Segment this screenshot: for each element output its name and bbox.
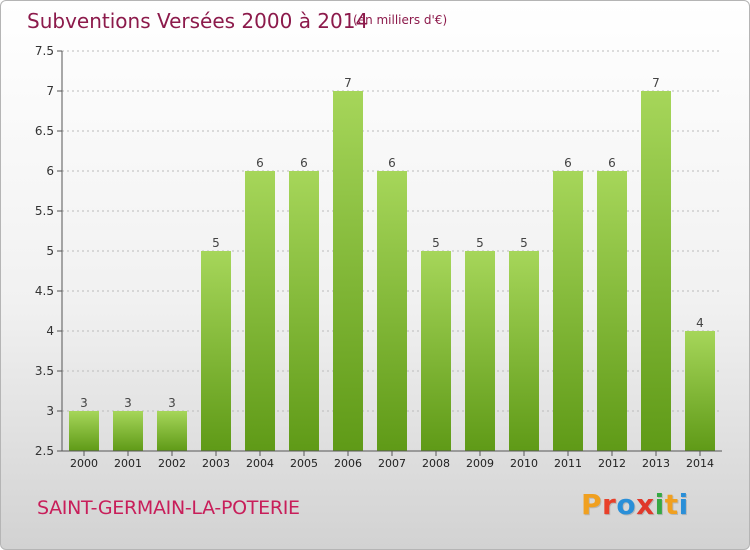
bar bbox=[421, 251, 451, 451]
bar bbox=[553, 171, 583, 451]
labels: 2.5 3 3.5 4 4.5 5 5.5 6 6.5 7 7.5 3 2000 3 2001 3 2002 5 2… bbox=[35, 44, 714, 470]
x-tick-label: 2008 bbox=[422, 457, 450, 470]
data-label: 5 bbox=[212, 236, 220, 250]
proxiti-logo-letter: i bbox=[654, 488, 665, 521]
bar bbox=[69, 411, 99, 451]
proxiti-logo-letter: P bbox=[581, 488, 603, 521]
data-label: 6 bbox=[300, 156, 308, 170]
bar bbox=[465, 251, 495, 451]
x-tick-label: 2005 bbox=[290, 457, 318, 470]
data-label: 5 bbox=[432, 236, 440, 250]
data-label: 3 bbox=[124, 396, 132, 410]
y-tick-label: 5 bbox=[46, 244, 54, 258]
y-tick-label: 4 bbox=[46, 324, 54, 338]
proxiti-logo-letter: o bbox=[616, 488, 637, 521]
bar bbox=[597, 171, 627, 451]
y-tick-label: 5.5 bbox=[35, 204, 54, 218]
x-tick-label: 2012 bbox=[598, 457, 626, 470]
bar bbox=[377, 171, 407, 451]
x-tick-label: 2014 bbox=[686, 457, 714, 470]
proxiti-logo-letter: x bbox=[636, 488, 655, 521]
y-tick-label: 7.5 bbox=[35, 44, 54, 58]
x-tick-label: 2000 bbox=[70, 457, 98, 470]
y-tick-label: 3.5 bbox=[35, 364, 54, 378]
x-tick-label: 2003 bbox=[202, 457, 230, 470]
x-tick-label: 2001 bbox=[114, 457, 142, 470]
x-tick-label: 2013 bbox=[642, 457, 670, 470]
y-tick-label: 7 bbox=[46, 84, 54, 98]
data-label: 4 bbox=[696, 316, 704, 330]
axes bbox=[57, 50, 722, 456]
x-tick-label: 2009 bbox=[466, 457, 494, 470]
proxiti-logo-letter: t bbox=[664, 488, 679, 521]
data-label: 5 bbox=[476, 236, 484, 250]
bar bbox=[201, 251, 231, 451]
x-tick-label: 2002 bbox=[158, 457, 186, 470]
bar bbox=[113, 411, 143, 451]
data-label: 7 bbox=[652, 76, 660, 90]
bar bbox=[245, 171, 275, 451]
x-tick-label: 2007 bbox=[378, 457, 406, 470]
proxiti-logo-letter: i bbox=[678, 488, 689, 521]
data-label: 3 bbox=[168, 396, 176, 410]
data-label: 6 bbox=[388, 156, 396, 170]
x-tick-label: 2006 bbox=[334, 457, 362, 470]
bar bbox=[685, 331, 715, 451]
x-tick-label: 2010 bbox=[510, 457, 538, 470]
y-tick-label: 3 bbox=[46, 404, 54, 418]
y-tick-label: 2.5 bbox=[35, 444, 54, 458]
data-label: 3 bbox=[80, 396, 88, 410]
chart-subtitle: (en milliers d'€) bbox=[353, 13, 448, 27]
x-tick-label: 2004 bbox=[246, 457, 274, 470]
data-label: 6 bbox=[564, 156, 572, 170]
data-label: 5 bbox=[520, 236, 528, 250]
bar bbox=[509, 251, 539, 451]
data-label: 6 bbox=[256, 156, 264, 170]
chart-title: Subventions Versées 2000 à 2014 bbox=[27, 9, 369, 33]
bar bbox=[289, 171, 319, 451]
y-tick-label: 4.5 bbox=[35, 284, 54, 298]
data-label: 7 bbox=[344, 76, 352, 90]
commune-name: SAINT-GERMAIN-LA-POTERIE bbox=[37, 497, 300, 519]
bar bbox=[157, 411, 187, 451]
y-tick-label: 6 bbox=[46, 164, 54, 178]
proxiti-logo: Proxiti bbox=[581, 488, 689, 521]
data-label: 6 bbox=[608, 156, 616, 170]
bar bbox=[333, 91, 363, 451]
y-tick-label: 6.5 bbox=[35, 124, 54, 138]
bars bbox=[69, 91, 715, 451]
x-tick-label: 2011 bbox=[554, 457, 582, 470]
proxiti-logo-letter: r bbox=[602, 488, 617, 521]
bar bbox=[641, 91, 671, 451]
